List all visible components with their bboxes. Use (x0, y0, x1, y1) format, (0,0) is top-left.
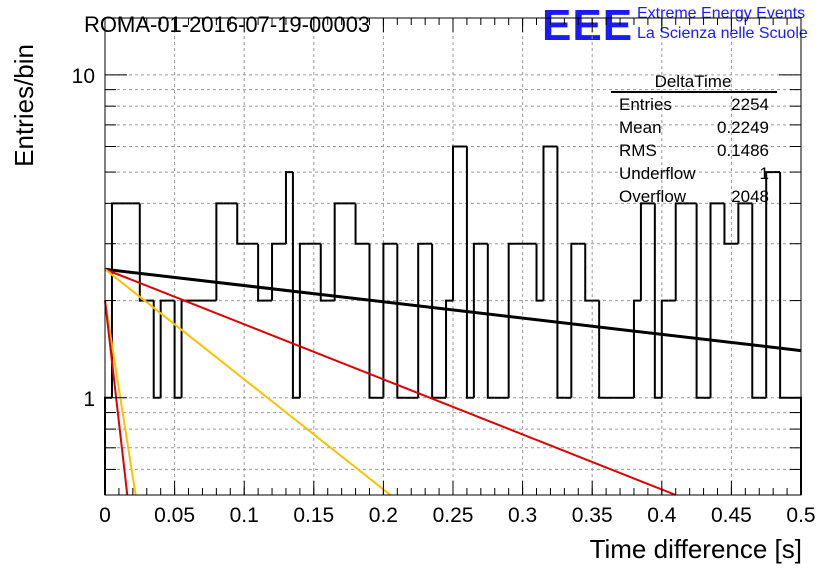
histogram-bin (396, 243, 405, 399)
histogram-bin (660, 299, 669, 398)
histogram-bin (779, 172, 788, 399)
x-tick-label: 0.1 (230, 504, 259, 527)
histogram-bin (695, 203, 704, 399)
x-tick-label: 0.15 (293, 504, 334, 527)
histogram-bin (291, 172, 300, 399)
histogram-bin (465, 146, 474, 399)
chart-title: ROMA-01-2016-07-19-00003 (84, 12, 370, 37)
histogram-bin (535, 243, 544, 302)
stats-label: Underflow (619, 164, 696, 183)
histogram-bin (639, 202, 648, 301)
histogram-bin (215, 202, 224, 301)
stats-label: Entries (619, 95, 672, 114)
histogram-bin (452, 145, 460, 301)
stats-value: 1 (760, 164, 769, 183)
histogram-bin (445, 299, 453, 398)
histogram-bin (737, 202, 746, 244)
y-axis-label: Entries/bin (9, 44, 39, 167)
histogram-bin (653, 203, 662, 399)
histogram-bin (152, 300, 161, 399)
stats-value: 2254 (731, 95, 769, 114)
histogram-bin (368, 243, 377, 399)
stats-label: Overflow (619, 187, 687, 206)
histogram-bin (417, 242, 426, 398)
histogram-bin (319, 243, 328, 302)
fit-lines (104, 267, 802, 496)
x-tick-label: 0 (99, 504, 111, 527)
histogram-bin (570, 242, 579, 398)
y-tick-label: 1 (83, 388, 95, 411)
histogram-bin (751, 203, 760, 399)
eee-logo-mark: EEE (542, 1, 633, 50)
histogram-bin (431, 243, 440, 399)
histogram-bin (632, 299, 641, 398)
stats-box: DeltaTime Entries 2254 Mean 0.2249 RMS 0.1486… (611, 72, 777, 206)
histogram-bin (180, 299, 189, 398)
histogram-bin (271, 242, 279, 301)
histogram-bin (382, 242, 391, 398)
stats-value: 0.2249 (717, 118, 769, 137)
fit-line-0 (104, 267, 802, 353)
histogram-bin (723, 203, 732, 245)
histogram-bin (284, 171, 293, 244)
stats-box-name: DeltaTime (655, 72, 732, 91)
histogram-bin (354, 203, 363, 245)
histogram-bin (584, 243, 593, 302)
axis-ticks (104, 18, 802, 496)
fit-line-2 (104, 268, 391, 496)
x-tick-label: 0.05 (154, 504, 195, 527)
stats-value: 2048 (731, 187, 769, 206)
histogram-bin (173, 300, 182, 399)
stats-label: Mean (619, 118, 662, 137)
histogram-bin (486, 243, 495, 399)
histogram-bin (598, 300, 607, 399)
histogram-bin (298, 242, 307, 398)
y-tick-labels: 1 10 (72, 65, 95, 411)
histogram-bin (257, 243, 266, 302)
fit-line-1 (104, 268, 677, 496)
eee-logo-line2: La Scienza nelle Scuole (637, 25, 808, 42)
x-tick-label: 0.5 (786, 504, 815, 527)
x-axis-label: Time difference [s] (590, 534, 802, 564)
x-tick-labels: 0 0.05 0.1 0.15 0.2 0.25 0.3 0.35 0.4 0.45 0.5 (99, 504, 815, 527)
stats-label: RMS (619, 141, 657, 160)
histogram-bin (709, 202, 718, 398)
histogram-bin (159, 299, 168, 398)
eee-logo: EEE Extreme Energy Events La Scienza nel… (542, 1, 808, 50)
x-tick-label: 0.3 (508, 504, 537, 527)
histogram-bin (333, 202, 342, 301)
x-tick-label: 0.35 (572, 504, 613, 527)
y-tick-label: 10 (72, 65, 95, 88)
stats-value: 0.1486 (717, 141, 769, 160)
x-tick-label: 0.2 (369, 504, 398, 527)
x-tick-label: 0.25 (433, 504, 474, 527)
histogram-bin (765, 171, 774, 398)
histogram-bin (556, 146, 565, 399)
histogram-bin (507, 242, 516, 398)
x-tick-label: 0.45 (711, 504, 752, 527)
histogram-bin (236, 203, 245, 245)
x-tick-label: 0.4 (647, 504, 677, 527)
histogram-bin (674, 202, 683, 301)
histogram-bin (542, 145, 551, 301)
histogram-bin (472, 242, 481, 398)
